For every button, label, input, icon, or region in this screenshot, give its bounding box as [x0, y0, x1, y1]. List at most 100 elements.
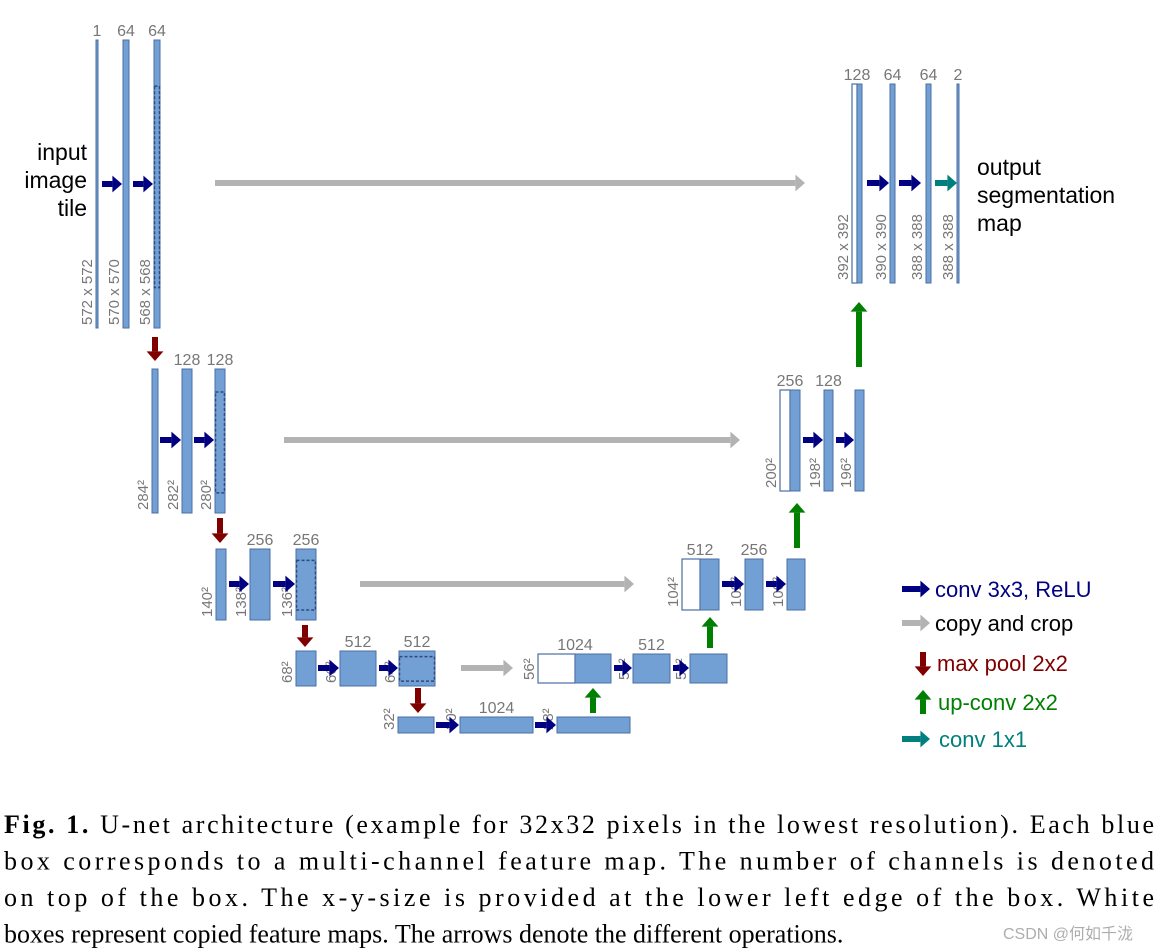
size-label: 138²: [233, 587, 250, 617]
arrow-head: [914, 666, 932, 676]
copied-box: [851, 83, 858, 284]
output-label: segmentation: [977, 182, 1115, 208]
size-label: 32²: [381, 708, 398, 730]
arrow-head: [850, 302, 868, 312]
crop-region: [398, 655, 436, 682]
feature-box: [215, 548, 227, 621]
feature-box: [854, 389, 865, 492]
caption-text: on top of the box. The x-y-size is provi…: [4, 883, 1154, 912]
legend-arrow: [902, 730, 930, 748]
conv-arrow: [766, 575, 786, 593]
size-label: 280²: [198, 480, 215, 510]
arrow-head: [795, 174, 805, 192]
arrow-head: [409, 703, 427, 713]
arrow-head: [146, 351, 164, 361]
conv-arrow: [899, 174, 921, 192]
size-label: 196²: [838, 458, 855, 488]
arrow-head: [914, 690, 932, 700]
copied-box: [779, 389, 791, 492]
feature-box: [856, 83, 863, 284]
legend-arrow: [902, 614, 930, 632]
conv-arrow: [535, 716, 556, 734]
arrow-head: [788, 503, 806, 513]
channel-label: 512: [404, 634, 431, 651]
legend-label: conv 3x3, ReLU: [935, 577, 1092, 602]
channel-label: 1: [93, 23, 102, 40]
arrow-head: [388, 659, 398, 677]
feature-box: [339, 650, 377, 687]
arrow-head: [920, 730, 930, 748]
channel-label: 64: [884, 67, 902, 84]
legend-arrow: [914, 652, 932, 676]
feature-box: [95, 39, 99, 329]
arrow-head: [844, 431, 854, 449]
arrow-head: [285, 575, 295, 593]
size-label: 56²: [521, 658, 538, 680]
legend-label: copy and crop: [935, 611, 1073, 636]
arrow-head: [920, 580, 930, 598]
size-label: 388 x 388: [940, 214, 957, 280]
legend-label: up-conv 2x2: [938, 690, 1058, 715]
size-label: 136²: [279, 587, 296, 617]
arrow-head: [734, 575, 744, 593]
feature-box: [744, 558, 764, 611]
copy-arrow: [360, 575, 634, 593]
copy-arrow: [215, 174, 805, 192]
pool-arrow: [146, 337, 164, 361]
arrow-head: [449, 716, 459, 734]
caption-line: boxes represent copied feature maps. The…: [4, 920, 843, 949]
conv-arrow: [436, 716, 459, 734]
legend-label: max pool 2x2: [937, 651, 1068, 676]
channel-label: 128: [844, 67, 871, 84]
channel-label: 64: [920, 67, 938, 84]
conv-arrow: [673, 659, 689, 677]
caption-line: Fig. 1. U-net architecture (example for …: [4, 810, 1154, 839]
pool-arrow: [296, 625, 314, 647]
arrow-head: [546, 716, 556, 734]
size-label: 140²: [199, 587, 216, 617]
arrow-head: [211, 533, 229, 543]
output-label: map: [977, 210, 1022, 236]
arrow-head: [813, 431, 823, 449]
channel-label: 256: [293, 532, 320, 549]
caption-line: box corresponds to a multi-channel featu…: [4, 847, 1154, 876]
conv-arrow: [273, 575, 295, 593]
size-label: 388 x 388: [909, 214, 926, 280]
caption-text: boxes represent copied feature maps. The…: [4, 920, 843, 949]
feature-box: [786, 558, 806, 611]
feature-box: [397, 716, 435, 734]
feature-box: [925, 83, 932, 284]
caption-text: box corresponds to a multi-channel featu…: [4, 847, 1154, 876]
input-label: tile: [58, 195, 87, 221]
copy-arrow: [461, 659, 513, 677]
conv-arrow: [614, 659, 632, 677]
conv-arrow: [803, 431, 823, 449]
copied-box: [537, 653, 576, 684]
arrow-head: [947, 174, 957, 192]
arrow-head: [730, 431, 740, 449]
crop-region: [153, 85, 161, 289]
feature-box: [689, 653, 728, 684]
feature-box: [459, 716, 534, 734]
arrow-head: [622, 659, 632, 677]
channel-label: 256: [247, 532, 274, 549]
size-label: 282²: [165, 480, 182, 510]
feature-box: [889, 83, 896, 284]
conv-arrow: [867, 174, 889, 192]
arrow-head: [329, 659, 339, 677]
feature-box: [122, 39, 130, 329]
caption-label: Fig. 1.: [4, 810, 88, 839]
channel-label: 2: [954, 67, 963, 84]
size-label: 570 x 570: [106, 259, 123, 325]
size-label: 198²: [807, 458, 824, 488]
channel-label: 128: [174, 352, 201, 369]
arrow-head: [204, 431, 214, 449]
channel-label: 64: [117, 23, 135, 40]
upconv-arrow: [850, 302, 868, 367]
feature-box: [295, 548, 317, 621]
feature-box: [574, 653, 612, 684]
conv-arrow: [102, 175, 122, 193]
feature-box: [699, 558, 720, 611]
conv-arrow: [379, 659, 398, 677]
arrow-head: [143, 175, 153, 193]
